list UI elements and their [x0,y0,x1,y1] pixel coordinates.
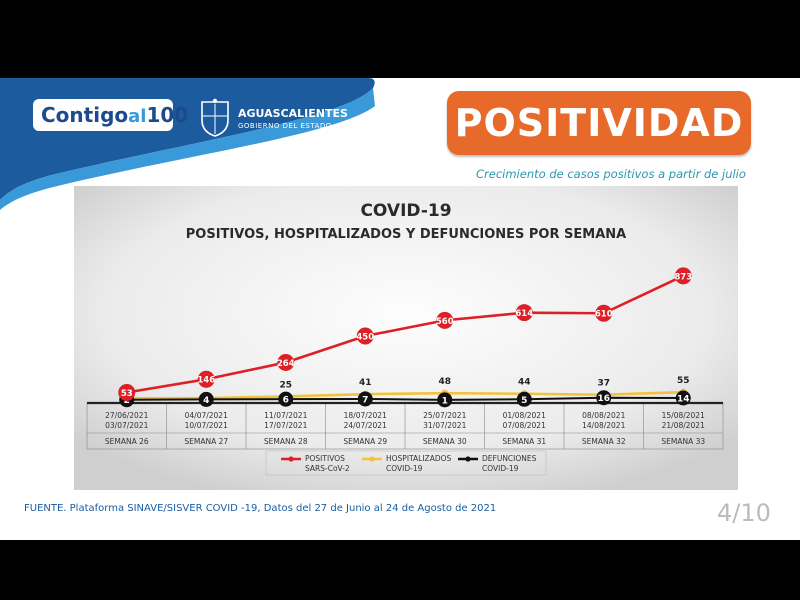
defunciones-point [198,391,214,407]
legend-sublabel-defunciones: COVID-19 [482,464,519,473]
tick-label-week: SEMANA 26 [105,437,149,446]
legend-marker-positivos [288,456,294,462]
positivos-line [126,274,684,394]
coat-of-arms-icon [201,98,229,137]
positivos-point [436,311,454,329]
tick-label-end-date: 03/07/2021 [105,421,148,430]
positivos-point [277,353,295,371]
legend-sublabel-hospitalizados: COVID-19 [386,464,423,473]
tick-label-week: SEMANA 32 [582,437,626,446]
defunciones-line [126,396,684,401]
defunciones-point [357,391,373,407]
tick-label-start-date: 01/08/2021 [503,411,546,420]
tick-label-start-date: 11/07/2021 [264,411,307,420]
positivos-point [356,327,374,345]
positivos-point [595,304,613,322]
logo-word-al: al [128,106,147,127]
logo-word-100: 100 [146,103,189,127]
tick-label-week: SEMANA 30 [423,437,467,446]
source-note: FUENTE. Plataforma SINAVE/SISVER COVID -… [24,503,497,514]
tick-label-week: SEMANA 29 [343,437,387,446]
chart-title: COVID-19 [360,201,451,221]
defunciones-data-label: 1 [442,396,448,406]
positivos-data-label: 873 [674,272,692,282]
positivos-data-label: 610 [595,310,613,320]
page-number: 4/10 [717,499,771,527]
legend-label-positivos: POSITIVOS [305,454,345,463]
defunciones-data-label: 6 [283,396,289,406]
page-title-banner: POSITIVIDAD [447,91,751,155]
defunciones-data-label: 4 [203,396,209,406]
defunciones-point [278,391,294,407]
hospitalizados-data-label: 25 [279,380,292,390]
chart-subtitle: POSITIVOS, HOSPITALIZADOS Y DEFUNCIONES … [186,227,626,242]
tick-label-start-date: 25/07/2021 [423,411,466,420]
positivos-data-label: 614 [515,309,533,319]
defunciones-data-label: 2 [124,396,130,406]
positivos-data-label: 264 [277,359,295,369]
tick-label-week: SEMANA 31 [502,437,546,446]
state-name: AGUASCALIENTES [238,107,348,120]
hospitalizados-data-label: 44 [518,378,531,388]
positivos-point [118,383,136,401]
positivos-data-label: 560 [436,317,454,327]
hospitalizados-data-label: 48 [438,377,451,387]
tick-label-end-date: 24/07/2021 [344,421,387,430]
tick-label-start-date: 04/07/2021 [185,411,228,420]
covid-weekly-chart: COVID-19 POSITIVOS, HOSPITALIZADOS Y DEFU… [74,186,738,490]
tick-label-end-date: 21/08/2021 [662,421,705,430]
tick-label-end-date: 31/07/2021 [423,421,466,430]
page-subtitle: Crecimiento de casos positivos a partir … [476,167,746,181]
tick-label-week: SEMANA 33 [661,437,705,446]
positivos-data-label: 450 [356,333,374,343]
hospitalizados-line [126,390,684,400]
hospitalizados-data-label: 55 [677,376,690,386]
positivos-point [515,304,533,322]
defunciones-point [675,390,691,406]
tick-label-start-date: 15/08/2021 [662,411,705,420]
positivos-data-label: 146 [197,376,215,386]
positivos-point [674,267,692,285]
contigo-al-100-logo: Contigoal100 [33,99,188,131]
chart-background [74,186,738,490]
tick-label-week: SEMANA 28 [264,437,308,446]
tick-label-week: SEMANA 27 [184,437,228,446]
defunciones-data-label: 7 [362,396,368,406]
tick-label-start-date: 08/08/2021 [582,411,625,420]
legend-box [265,450,547,476]
tick-label-start-date: 27/06/2021 [105,411,148,420]
positivos-data-label: 53 [121,389,133,399]
defunciones-data-label: 14 [677,395,690,405]
tick-label-end-date: 07/08/2021 [503,421,546,430]
defunciones-point [596,390,612,406]
defunciones-data-label: 16 [597,394,610,404]
logo-word-contigo: Contigo [41,103,129,127]
legend-label-hospitalizados: HOSPITALIZADOS [386,454,452,463]
defunciones-data-label: 5 [521,396,527,406]
tick-label-end-date: 17/07/2021 [264,421,307,430]
legend-sublabel-positivos: SARS-CoV-2 [305,464,350,473]
state-government-label: GOBIERNO DEL ESTADO [238,122,332,130]
legend-label-defunciones: DEFUNCIONES [482,454,537,463]
legend-marker-hospitalizados [369,456,375,462]
hospitalizados-data-label: 37 [597,379,610,389]
tick-label-end-date: 14/08/2021 [582,421,625,430]
tick-label-start-date: 18/07/2021 [344,411,387,420]
hospitalizados-data-label: 41 [359,378,372,388]
tick-label-end-date: 10/07/2021 [185,421,228,430]
slide: Contigoal100 AGUASCALIENTES GOBIERNO DEL… [0,78,800,540]
positivos-point [197,370,215,388]
page-title: POSITIVIDAD [454,101,744,145]
defunciones-point [516,391,532,407]
defunciones-point [437,392,453,408]
legend-marker-defunciones [465,456,471,462]
